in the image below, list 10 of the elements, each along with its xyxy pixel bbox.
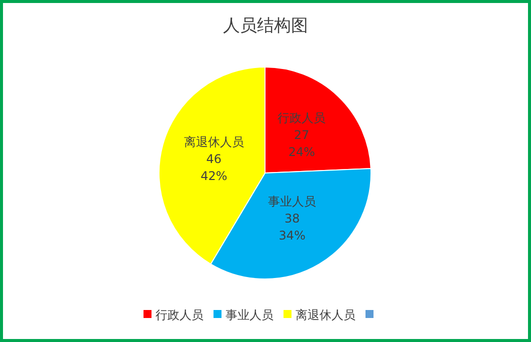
slice-label: 行政人员 (278, 110, 326, 125)
slice-label: 事业人员 (268, 194, 316, 209)
data-label: 27 24% (288, 128, 316, 159)
data-label: 38 34% (278, 212, 306, 243)
chart-title: 人员结构图 (223, 16, 308, 36)
data-label: 46 42% (200, 152, 228, 183)
legend-label: 行政人员 (156, 308, 204, 322)
legend-label: 离退休人员 (296, 308, 356, 322)
legend-label: 事业人员 (226, 308, 274, 322)
slice-label: 离退休人员 (184, 134, 244, 149)
